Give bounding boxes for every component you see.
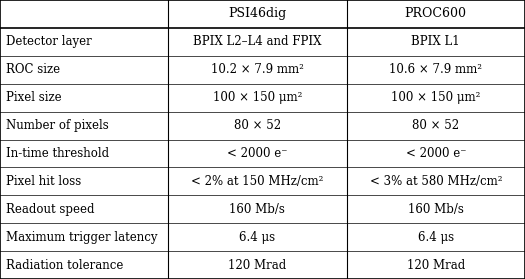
Text: 10.2 × 7.9 mm²: 10.2 × 7.9 mm² — [211, 63, 303, 76]
Text: 100 × 150 μm²: 100 × 150 μm² — [391, 91, 480, 104]
Text: 10.6 × 7.9 mm²: 10.6 × 7.9 mm² — [389, 63, 482, 76]
Text: Pixel size: Pixel size — [6, 91, 62, 104]
Text: 120 Mrad: 120 Mrad — [407, 259, 465, 271]
Text: < 2000 e⁻: < 2000 e⁻ — [405, 147, 466, 160]
Text: BPIX L2–L4 and FPIX: BPIX L2–L4 and FPIX — [193, 35, 321, 48]
Text: ROC size: ROC size — [6, 63, 60, 76]
Text: BPIX L1: BPIX L1 — [412, 35, 460, 48]
Text: Maximum trigger latency: Maximum trigger latency — [6, 231, 158, 244]
Text: In-time threshold: In-time threshold — [6, 147, 109, 160]
Text: Readout speed: Readout speed — [6, 203, 95, 216]
Text: Radiation tolerance: Radiation tolerance — [6, 259, 124, 271]
Text: 6.4 μs: 6.4 μs — [418, 231, 454, 244]
Text: 160 Mb/s: 160 Mb/s — [229, 203, 285, 216]
Text: 100 × 150 μm²: 100 × 150 μm² — [213, 91, 302, 104]
Text: < 2000 e⁻: < 2000 e⁻ — [227, 147, 288, 160]
Text: 120 Mrad: 120 Mrad — [228, 259, 286, 271]
Text: Pixel hit loss: Pixel hit loss — [6, 175, 81, 188]
Text: PROC600: PROC600 — [405, 8, 467, 20]
Text: < 3% at 580 MHz/cm²: < 3% at 580 MHz/cm² — [370, 175, 502, 188]
Text: 80 × 52: 80 × 52 — [412, 119, 459, 132]
Text: 160 Mb/s: 160 Mb/s — [408, 203, 464, 216]
Text: PSI46dig: PSI46dig — [228, 8, 286, 20]
Text: < 2% at 150 MHz/cm²: < 2% at 150 MHz/cm² — [191, 175, 323, 188]
Text: 6.4 μs: 6.4 μs — [239, 231, 275, 244]
Text: 80 × 52: 80 × 52 — [234, 119, 281, 132]
Text: Number of pixels: Number of pixels — [6, 119, 109, 132]
Text: Detector layer: Detector layer — [6, 35, 92, 48]
